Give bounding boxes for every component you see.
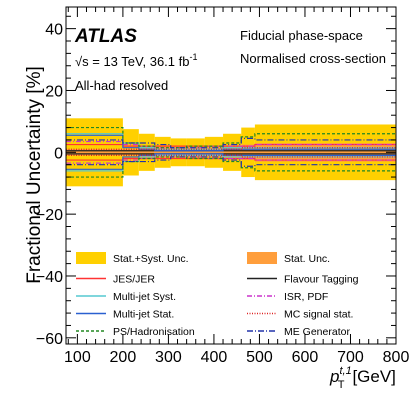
- line-me-generator-up: [66, 137, 396, 149]
- y-tick-label: −40: [36, 269, 63, 286]
- legend-label: Multi-jet Syst.: [113, 291, 176, 303]
- energy-lumi-label: √s = 13 TeV, 36.1 fb-1: [75, 52, 198, 69]
- legend-label: ME Generator: [284, 326, 350, 338]
- legend-entry-flavour-tagging: Flavour Tagging: [247, 274, 359, 286]
- legend-label: Flavour Tagging: [284, 274, 359, 286]
- line-me-generator-down: [66, 156, 396, 167]
- band-stat-unc-bin-2: [138, 147, 155, 157]
- legend-label: ISR, PDF: [284, 291, 328, 303]
- band-stat-unc-bin-7: [223, 147, 242, 157]
- y-tick-label: 20: [45, 83, 63, 100]
- legend: Stat.+Syst. Unc. Stat. Unc. JES/JER Flavour…: [76, 252, 359, 338]
- bands-layer: [66, 118, 396, 187]
- line-isr-pdf-down: [66, 156, 396, 164]
- phase-space-label: Fiducial phase-space: [240, 28, 363, 43]
- x-tick-label: 800: [383, 349, 410, 366]
- ticks-layer: 100 200 300 400 500 600 700 800 −60 −40 −20 0 20 40: [36, 7, 410, 366]
- legend-label: MC signal stat.: [284, 309, 353, 321]
- line-ps-hadronisation-up: [66, 126, 396, 149]
- band-stat-unc-bin-9: [254, 143, 396, 162]
- atlas-label: ATLAS: [74, 26, 137, 47]
- x-axis-title: pt,1 T [GeV]: [329, 365, 396, 391]
- legend-swatch: [76, 252, 106, 264]
- channel-label: All-had resolved: [75, 78, 168, 93]
- line-mc-signal-stat-up: [66, 147, 396, 150]
- legend-label: Stat. Unc.: [284, 253, 330, 265]
- legend-label: PS/Hadronisation: [113, 326, 195, 338]
- band-stat-unc-bin-3: [154, 147, 171, 157]
- line-ps-hadronisation-down: [66, 156, 396, 178]
- band-stat-unc-bin-4: [170, 147, 187, 157]
- legend-entry-stat-syst-unc: Stat.+Syst. Unc.: [76, 252, 189, 265]
- normalisation-label: Normalised cross-section: [240, 51, 386, 66]
- legend-entry-stat-unc: Stat. Unc.: [247, 252, 330, 265]
- x-tick-label: 400: [201, 349, 228, 366]
- legend-entry-ps-hadronisation: PS/Hadronisation: [76, 326, 195, 338]
- plot-frame: [65, 6, 397, 345]
- line-isr-pdf-up: [66, 140, 396, 149]
- line-multi-jet-stat-down: [66, 153, 396, 170]
- x-tick-label: 700: [337, 349, 364, 366]
- legend-entry-multi-jet-syst: Multi-jet Syst.: [76, 291, 176, 303]
- y-axis-title: Fractional Uncertainty [%]: [24, 66, 45, 284]
- x-tick-label: 600: [292, 349, 319, 366]
- band-stat-unc-bin-0: [66, 149, 123, 156]
- x-tick-label: 500: [246, 349, 273, 366]
- x-tick-label: 100: [64, 349, 91, 366]
- legend-swatch: [247, 252, 277, 264]
- legend-label: Stat.+Syst. Unc.: [113, 253, 189, 265]
- x-tick-label: 300: [155, 349, 182, 366]
- y-tick-label: −20: [36, 207, 63, 224]
- y-tick-label: 0: [54, 145, 63, 162]
- band-stat-unc-bin-6: [204, 147, 224, 157]
- band-stat-unc-bin-8: [241, 144, 255, 161]
- band-stat-unc-bin-1: [122, 149, 139, 156]
- y-tick-label: −60: [36, 331, 63, 348]
- legend-label: JES/JER: [113, 274, 155, 286]
- line-multi-jet-stat-up: [66, 134, 396, 152]
- legend-entry-me-generator: ME Generator: [247, 326, 350, 338]
- x-tick-label: 200: [110, 349, 137, 366]
- y-tick-label: 40: [45, 22, 63, 39]
- legend-entry-jes-jer: JES/JER: [76, 274, 155, 286]
- line-mc-signal-stat-down: [66, 154, 396, 158]
- lines-layer: [66, 126, 396, 178]
- legend-entry-isr-pdf: ISR, PDF: [247, 291, 328, 303]
- legend-entry-mc-signal-stat: MC signal stat.: [247, 309, 353, 321]
- legend-label: Multi-jet Stat.: [113, 309, 174, 321]
- band-stat-unc-bin-5: [186, 147, 205, 157]
- legend-entry-multi-jet-stat: Multi-jet Stat.: [76, 309, 174, 321]
